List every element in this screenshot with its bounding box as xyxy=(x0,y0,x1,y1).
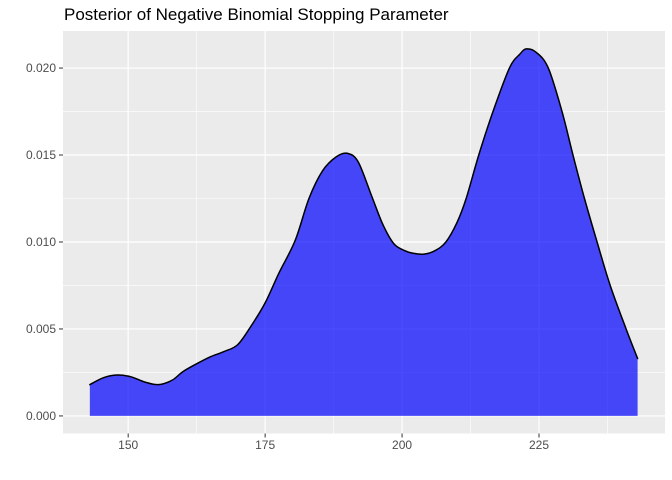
x-tick-label: 200 xyxy=(392,438,412,452)
plot-title: Posterior of Negative Binomial Stopping … xyxy=(64,5,449,24)
y-tick-label: 0.010 xyxy=(26,235,56,249)
y-axis-labels: 0.000 0.005 0.010 0.015 0.020 xyxy=(26,61,56,423)
y-tick-label: 0.005 xyxy=(26,322,56,336)
density-area xyxy=(89,48,638,416)
x-axis-labels: 150 175 200 225 xyxy=(118,438,549,452)
y-tick-label: 0.015 xyxy=(26,148,56,162)
y-tick-label: 0.000 xyxy=(26,409,56,423)
x-tick-label: 150 xyxy=(118,438,138,452)
density-outline xyxy=(89,48,639,386)
x-axis-ticks xyxy=(127,433,540,438)
x-tick-label: 175 xyxy=(255,438,275,452)
x-tick-label: 225 xyxy=(529,438,549,452)
y-axis-ticks xyxy=(59,67,63,417)
y-tick-label: 0.020 xyxy=(26,61,56,75)
